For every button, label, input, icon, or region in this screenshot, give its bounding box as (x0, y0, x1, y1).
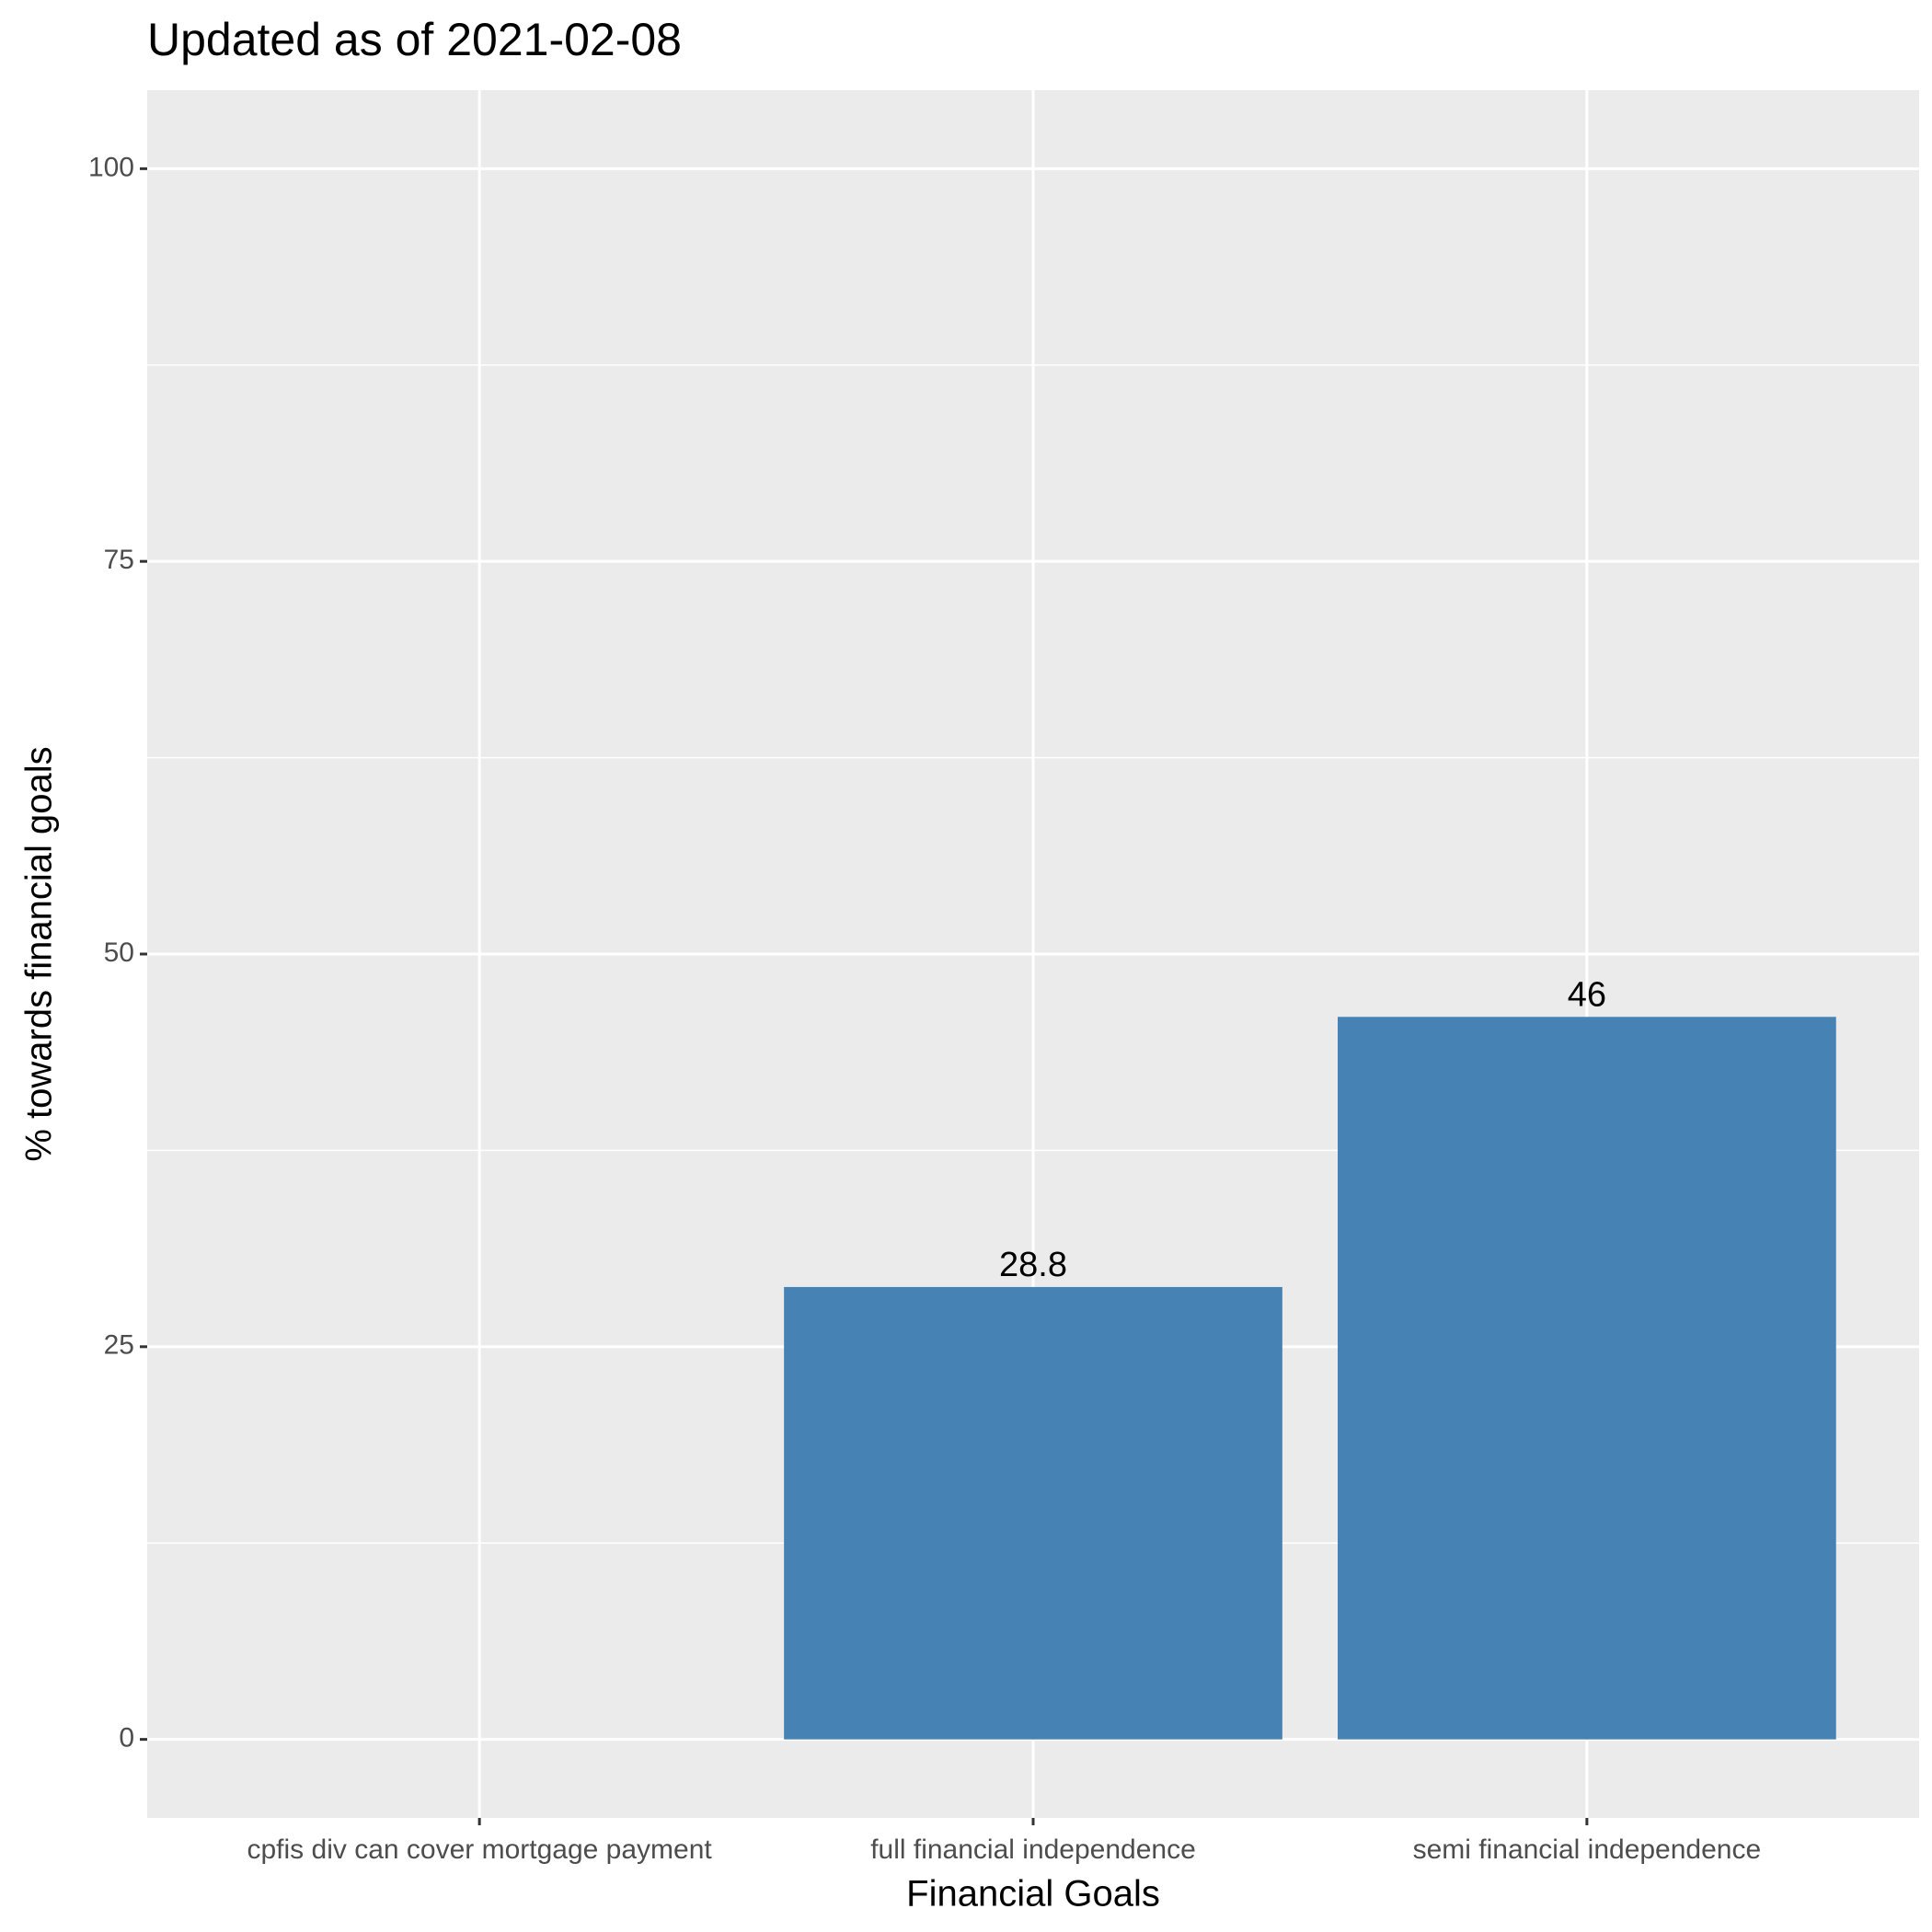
bar (1338, 1017, 1836, 1740)
y-tick-label: 0 (119, 1723, 134, 1754)
y-tick-label: 50 (104, 937, 134, 968)
x-axis-title: Financial Goals (906, 1874, 1160, 1915)
data-label: 46 (1568, 975, 1606, 1014)
x-tick-label: cpfis div can cover mortgage payment (247, 1834, 713, 1865)
y-tick-label: 25 (104, 1330, 134, 1361)
bar (784, 1286, 1282, 1740)
y-axis-title: % towards financial goals (19, 746, 60, 1161)
chart-title: Updated as of 2021-02-08 (147, 14, 682, 65)
data-label: 28.8 (999, 1246, 1067, 1284)
y-tick-label: 75 (104, 545, 134, 575)
x-tick-label: full financial independence (870, 1834, 1196, 1865)
x-tick-label: semi financial independence (1413, 1834, 1762, 1865)
y-tick-label: 100 (88, 152, 134, 182)
